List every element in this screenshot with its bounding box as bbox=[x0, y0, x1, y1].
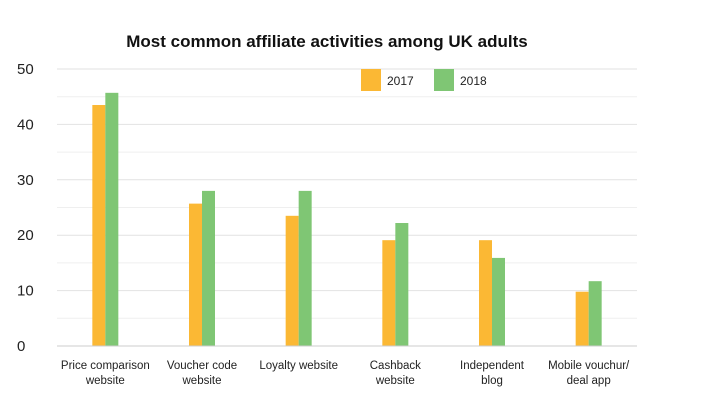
legend: 2017 2018 bbox=[361, 69, 487, 91]
x-tick-label-line: Independent bbox=[460, 360, 525, 372]
x-tick-label-line: website bbox=[85, 375, 125, 387]
x-tick-label-line: website bbox=[182, 375, 222, 387]
x-tick-label-line: deal app bbox=[567, 375, 611, 387]
bar-2017-0 bbox=[92, 105, 106, 346]
bar-2018-0 bbox=[105, 92, 119, 347]
x-tick-label: Voucher code website bbox=[167, 360, 237, 387]
x-tick-label: Loyalty website bbox=[259, 360, 338, 372]
bar-2018-2 bbox=[298, 190, 312, 346]
legend-label-2017: 2017 bbox=[387, 74, 414, 88]
bar-2018-5 bbox=[588, 281, 602, 346]
x-tick-label: Cashback website bbox=[370, 360, 421, 387]
y-tick-label: 0 bbox=[17, 338, 25, 355]
y-tick-label: 30 bbox=[17, 172, 34, 189]
bar-2017-3 bbox=[382, 240, 396, 346]
bar-2017-5 bbox=[575, 291, 589, 346]
x-tick-label: Price comparison website bbox=[61, 360, 150, 387]
bar-2017-2 bbox=[285, 215, 299, 346]
bar-2017-4 bbox=[479, 240, 492, 346]
legend-label-2018: 2018 bbox=[460, 74, 487, 88]
bars bbox=[92, 92, 602, 347]
bar-2018-1 bbox=[202, 190, 215, 346]
bar-2018-4 bbox=[492, 257, 505, 346]
y-tick-label: 50 bbox=[17, 61, 34, 78]
x-tick-label-line: Cashback bbox=[370, 360, 421, 372]
bar-2017-1 bbox=[189, 203, 202, 346]
x-tick-label-line: Mobile vouchur/ bbox=[548, 360, 630, 372]
y-tick-label: 10 bbox=[17, 283, 34, 300]
chart-title: Most common affiliate activities among U… bbox=[126, 32, 527, 51]
x-tick-label: Mobile vouchur/deal app bbox=[548, 360, 630, 387]
x-tick-label-line: Voucher code bbox=[167, 360, 237, 372]
gridlines bbox=[57, 68, 637, 319]
bar-2018-3 bbox=[395, 223, 409, 346]
legend-swatch-2017 bbox=[361, 69, 381, 91]
x-tick-label-line: blog bbox=[481, 375, 503, 387]
y-tick-label: 20 bbox=[17, 227, 34, 244]
x-tick-label: Independent blog bbox=[460, 360, 525, 387]
x-tick-label-line: website bbox=[375, 375, 415, 387]
x-tick-label-line: Loyalty website bbox=[259, 360, 338, 372]
legend-swatch-2018 bbox=[434, 69, 454, 91]
x-tick-label-line: Price comparison bbox=[61, 360, 150, 372]
y-tick-label: 40 bbox=[17, 116, 34, 133]
